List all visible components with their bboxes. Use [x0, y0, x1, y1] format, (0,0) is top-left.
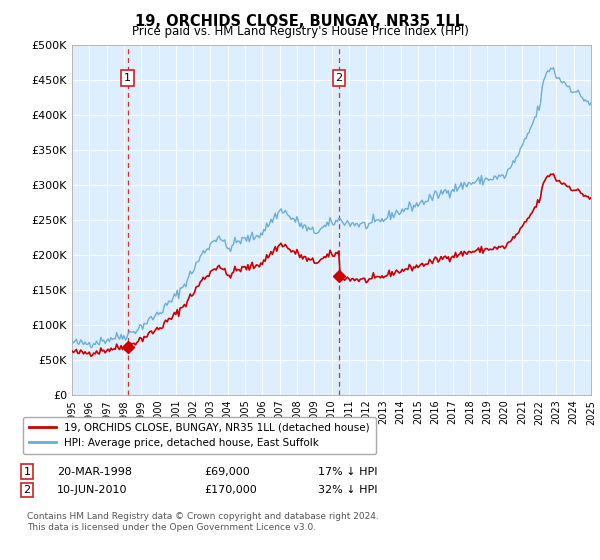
Text: £69,000: £69,000 — [204, 466, 250, 477]
Text: 1: 1 — [23, 466, 31, 477]
Text: 1: 1 — [124, 73, 131, 83]
Text: 2: 2 — [335, 73, 343, 83]
Text: 19, ORCHIDS CLOSE, BUNGAY, NR35 1LL: 19, ORCHIDS CLOSE, BUNGAY, NR35 1LL — [136, 14, 464, 29]
Legend: 19, ORCHIDS CLOSE, BUNGAY, NR35 1LL (detached house), HPI: Average price, detach: 19, ORCHIDS CLOSE, BUNGAY, NR35 1LL (det… — [23, 417, 376, 454]
Text: 20-MAR-1998: 20-MAR-1998 — [57, 466, 132, 477]
Text: £170,000: £170,000 — [204, 485, 257, 495]
Text: 2: 2 — [23, 485, 31, 495]
Bar — [128, 45, 339, 395]
Text: 32% ↓ HPI: 32% ↓ HPI — [318, 485, 377, 495]
Text: 10-JUN-2010: 10-JUN-2010 — [57, 485, 128, 495]
Text: 17% ↓ HPI: 17% ↓ HPI — [318, 466, 377, 477]
Text: Price paid vs. HM Land Registry's House Price Index (HPI): Price paid vs. HM Land Registry's House … — [131, 25, 469, 38]
Text: Contains HM Land Registry data © Crown copyright and database right 2024.
This d: Contains HM Land Registry data © Crown c… — [27, 512, 379, 532]
